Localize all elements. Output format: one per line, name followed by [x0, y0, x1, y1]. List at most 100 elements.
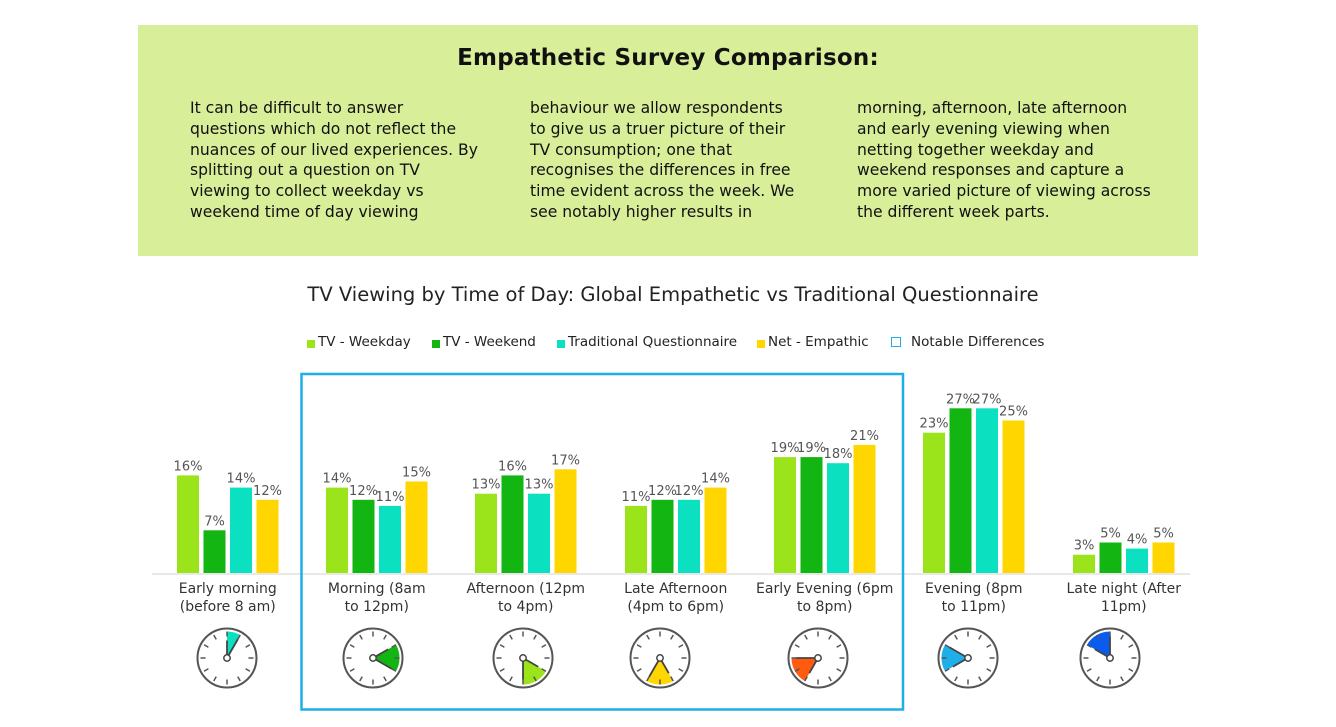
clock-time-wedge [791, 658, 818, 681]
clock-tick [1096, 634, 1100, 640]
clock-tick [383, 676, 387, 682]
data-label: 14% [227, 472, 256, 487]
clock-tick [794, 644, 800, 648]
clock-tick [245, 644, 251, 648]
clock-hub [519, 654, 527, 662]
bar [1002, 420, 1025, 573]
bar [352, 499, 375, 573]
data-label: 18% [824, 447, 853, 462]
clock-hub [369, 654, 377, 662]
clock-tick [499, 668, 505, 672]
data-label: 12% [675, 484, 704, 499]
bar [651, 499, 674, 573]
clock-tick [670, 634, 674, 640]
bar [827, 463, 849, 573]
clock-tick [670, 676, 674, 682]
bar [405, 481, 428, 573]
category-label: Afternoon (12pm to 4pm) [466, 581, 585, 615]
bar [1126, 548, 1148, 573]
data-label: 14% [701, 472, 730, 487]
info-text-column-1: It can be difficult to answer questions … [190, 99, 478, 221]
clock-tick [944, 668, 950, 672]
data-label: 7% [204, 514, 225, 529]
clock-tick [1086, 668, 1092, 672]
legend-label: Notable Differences [911, 334, 1045, 350]
data-label: 14% [323, 472, 352, 487]
info-title: Empathetic Survey Comparison: [457, 45, 879, 71]
bar [379, 505, 401, 573]
data-label: 21% [850, 429, 879, 444]
info-panel: Empathetic Survey Comparison: It can be … [138, 25, 1198, 256]
clock-time-wedge [373, 644, 400, 672]
category-label: Late night (After 11pm) [1066, 581, 1181, 615]
data-label: 16% [174, 459, 203, 474]
clock-tick [203, 668, 209, 672]
category-label: Late Afternoon (4pm to 6pm) [624, 581, 728, 615]
clock-time-wedge [646, 658, 674, 685]
clock-tick [237, 634, 241, 640]
category-label: Morning (8am to 12pm) [327, 581, 426, 615]
bar [853, 444, 876, 573]
clock-early-evening-icon [787, 627, 849, 689]
data-label: 13% [525, 478, 554, 493]
clock-evening-icon [937, 627, 999, 689]
clock-late-afternoon-icon [629, 627, 691, 689]
legend-swatch [432, 340, 440, 348]
clock-tick [678, 644, 684, 648]
clock-tick [836, 644, 842, 648]
data-label: 5% [1153, 527, 1174, 542]
clock-tick [636, 668, 642, 672]
clock-time-wedge [523, 658, 546, 685]
clock-tick [1128, 668, 1134, 672]
bar [256, 499, 279, 573]
clock-tick [1120, 634, 1124, 640]
clock-tick [359, 676, 363, 682]
data-label: 17% [551, 453, 580, 468]
data-label: 5% [1100, 527, 1121, 542]
clock-tick [349, 668, 355, 672]
clock-time-wedge [941, 644, 968, 672]
clock-tick [541, 644, 547, 648]
bar [976, 408, 998, 573]
data-label: 11% [622, 490, 651, 505]
data-label: 25% [999, 405, 1028, 420]
data-label: 15% [402, 466, 431, 481]
bar [326, 487, 348, 573]
clock-tick [203, 644, 209, 648]
category-label: Early Evening (6pm to 8pm) [756, 581, 894, 615]
bar [177, 475, 199, 573]
bar [800, 457, 823, 573]
clock-tick [237, 676, 241, 682]
data-label: 3% [1074, 539, 1095, 554]
data-label: 12% [648, 484, 677, 499]
data-label: 27% [973, 392, 1002, 407]
clock-early-morning-icon [196, 627, 258, 689]
data-label: 19% [771, 441, 800, 456]
clock-tick [245, 668, 251, 672]
clock-tick [1120, 676, 1124, 682]
clock-tick [213, 634, 217, 640]
legend-outline-swatch [891, 337, 901, 347]
data-label: 12% [349, 484, 378, 499]
clock-tick [828, 634, 832, 640]
clock-tick [944, 644, 950, 648]
clock-afternoon-icon [492, 627, 554, 689]
legend-label: Traditional Questionnaire [568, 334, 738, 350]
clock-tick [986, 644, 992, 648]
bar [923, 432, 945, 573]
legend-label: Net - Empathic [768, 334, 869, 350]
clock-hub [656, 654, 664, 662]
bar [704, 487, 727, 573]
bar [678, 499, 700, 573]
bar [554, 469, 577, 573]
clock-tick [383, 634, 387, 640]
data-label: 11% [376, 490, 405, 505]
data-label: 19% [797, 441, 826, 456]
category-label: Early morning (before 8 am) [178, 581, 277, 615]
clock-tick [349, 644, 355, 648]
bar [1099, 542, 1122, 573]
clock-morning-icon [342, 627, 404, 689]
info-text-column-2: behaviour we allow respondents to give u… [530, 99, 795, 221]
data-label: 13% [472, 478, 501, 493]
